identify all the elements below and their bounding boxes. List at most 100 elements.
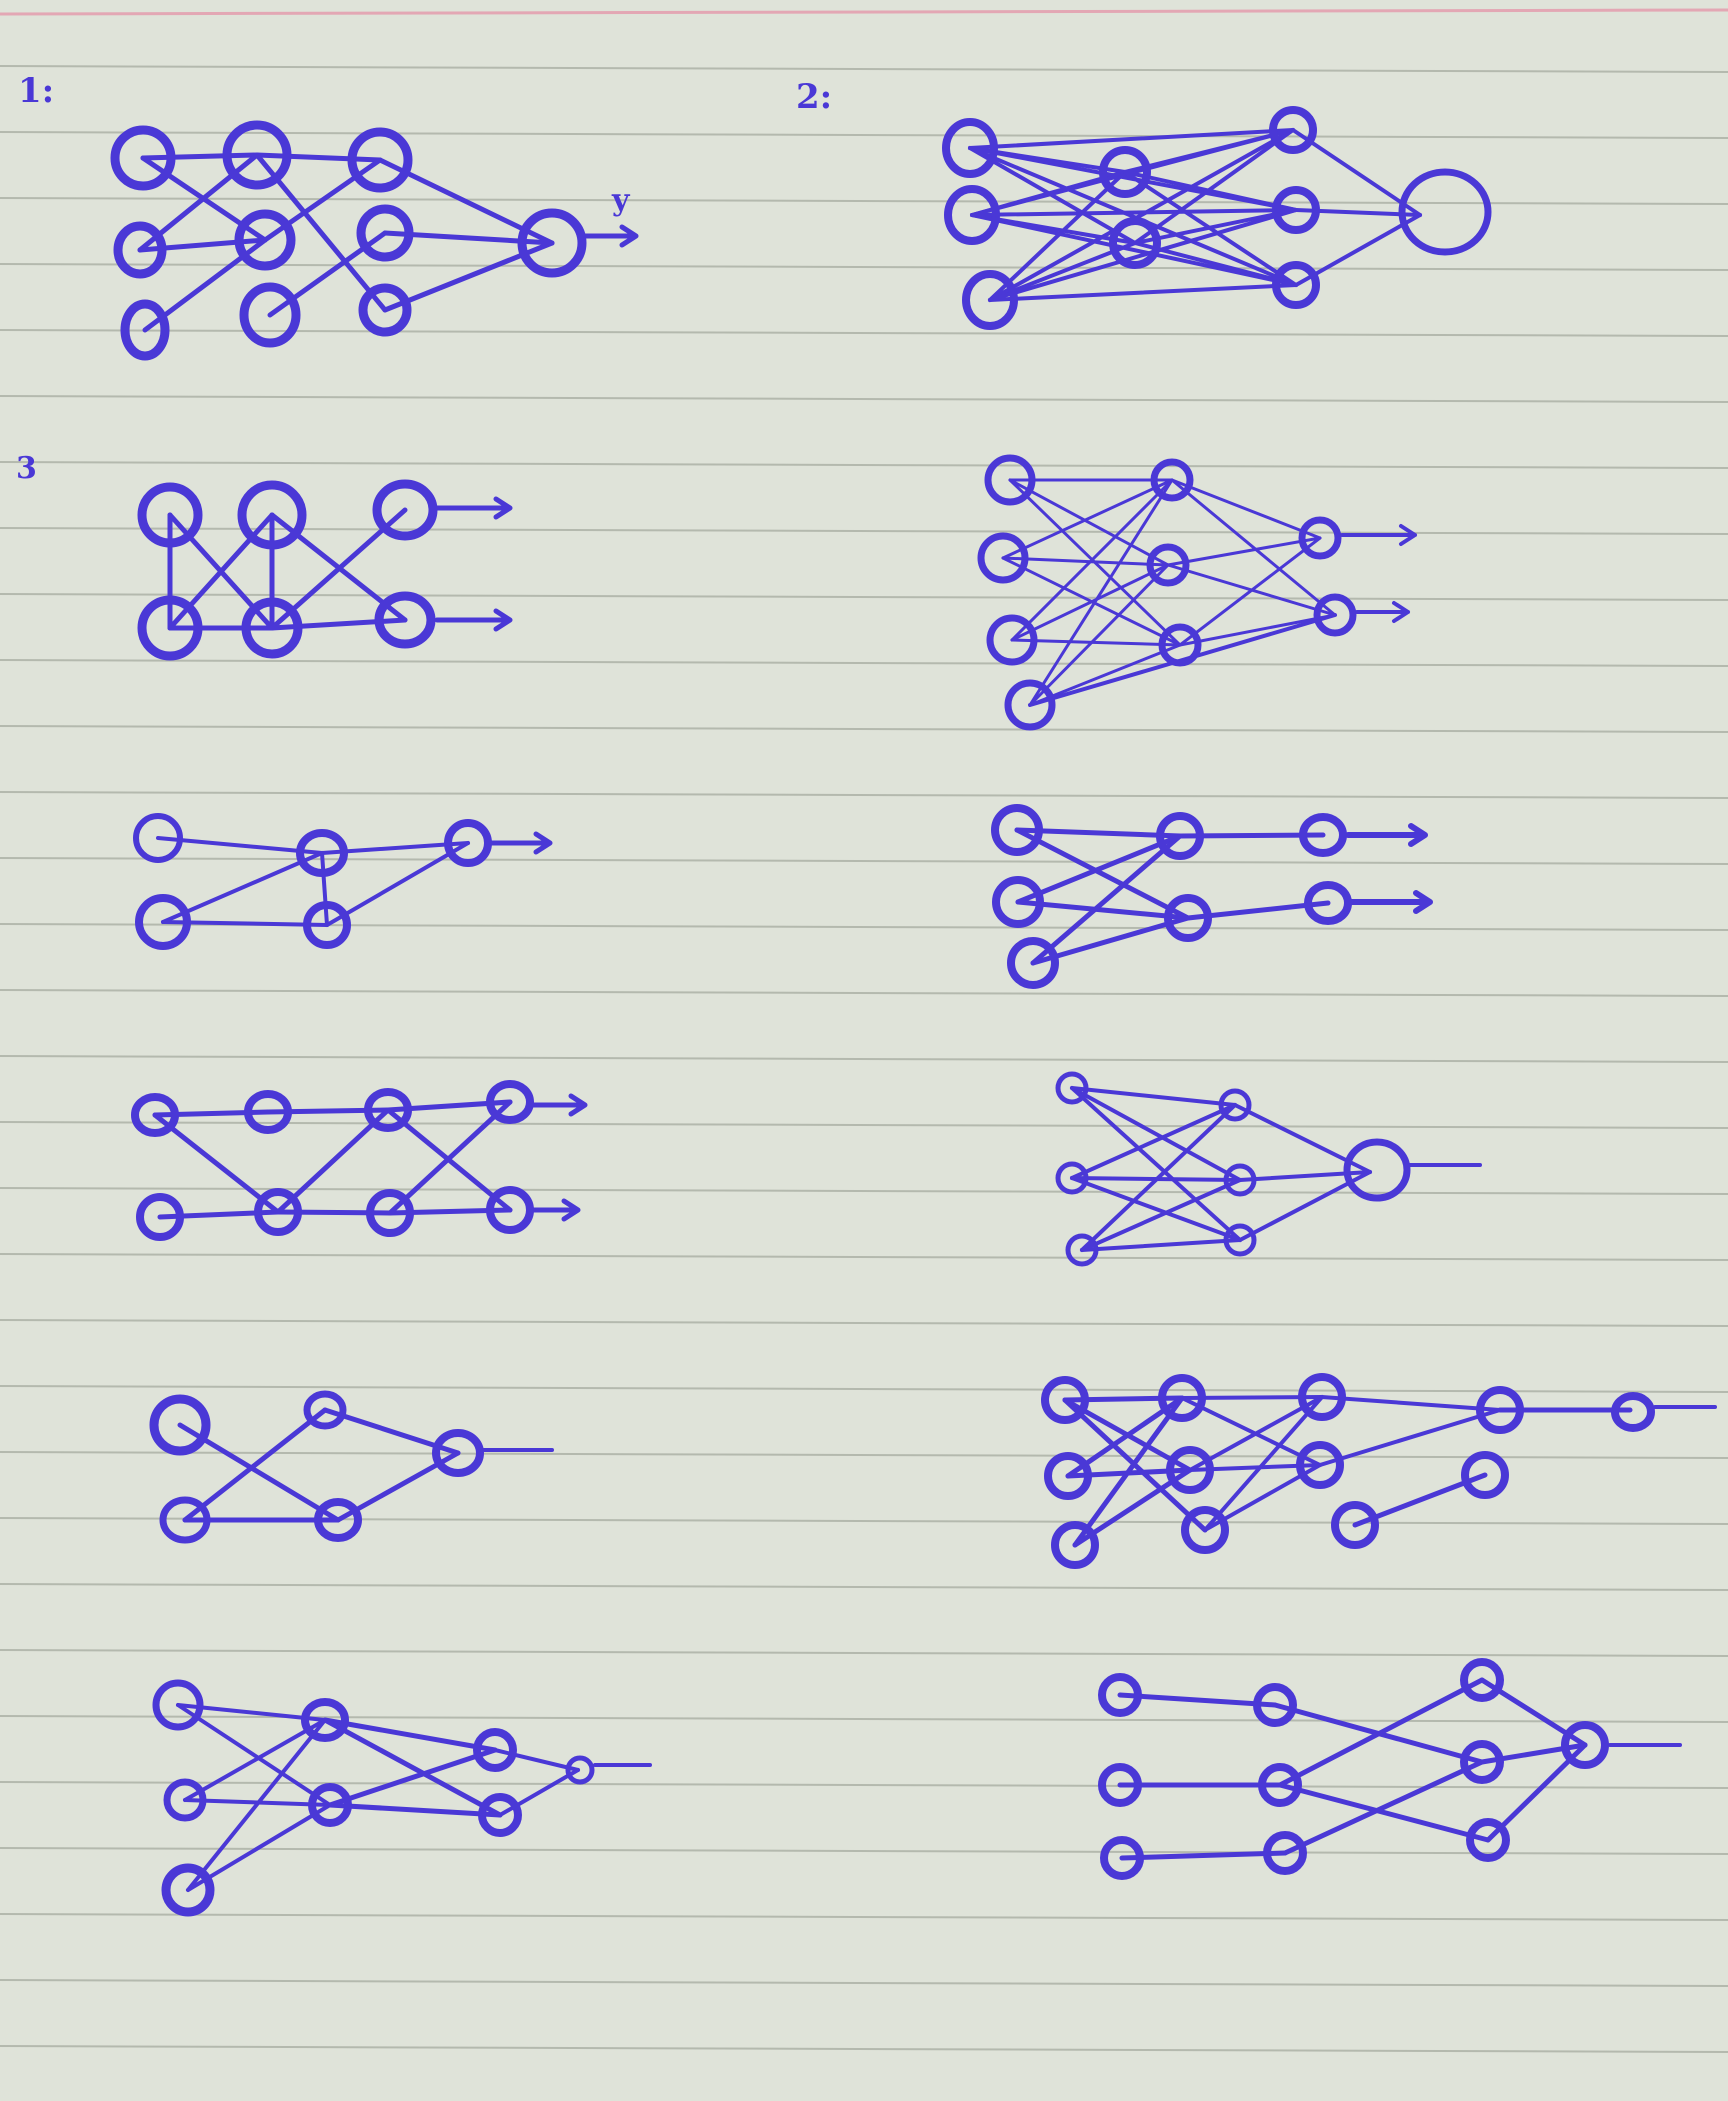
neuron-node (1258, 1763, 1302, 1807)
network-2 (942, 106, 1492, 330)
neuron-node (1460, 1740, 1504, 1784)
neuron-node (1100, 1836, 1144, 1880)
neuron-node (1223, 1163, 1257, 1197)
connection-edge (186, 1803, 332, 1892)
network-4 (977, 454, 1417, 731)
neuron-node (137, 482, 203, 548)
neuron-node (1109, 217, 1161, 269)
connection-edge (177, 1422, 341, 1523)
ruled-line (0, 1913, 1728, 1921)
neuron-node (364, 1088, 412, 1132)
neuron-node (244, 1090, 292, 1134)
network-8 (1055, 1071, 1482, 1267)
output-arrow (527, 1093, 588, 1117)
output-arrow (1355, 601, 1410, 623)
neuron-node (133, 813, 183, 863)
connection-edge (140, 152, 260, 161)
neuron-node (1166, 1446, 1214, 1494)
neuron-node (1181, 1506, 1229, 1554)
neuron-node (303, 901, 351, 949)
neuron-node (1611, 1392, 1655, 1432)
connection-edge (182, 1407, 328, 1523)
output-arrow (434, 496, 513, 520)
ruled-line (0, 263, 1728, 271)
neuron-node (356, 204, 414, 262)
connection-edge (1180, 1396, 1322, 1467)
neuron-node (478, 1793, 522, 1837)
ruled-line (0, 65, 1728, 73)
ruled-line (0, 659, 1728, 667)
connection-edge (322, 1717, 498, 1753)
connection-edge (1070, 1086, 1242, 1242)
connection-edge (327, 1802, 503, 1818)
neuron-node (1253, 1683, 1297, 1727)
ruled-line (0, 395, 1728, 403)
neuron-node (234, 209, 296, 271)
neuron-node (1158, 623, 1202, 667)
neuron-node (1004, 679, 1056, 731)
connection-edge (1320, 1395, 1502, 1412)
output-arrow (582, 224, 639, 248)
neuron-node (152, 1679, 204, 1731)
neuron-node (1296, 1441, 1344, 1489)
connection-edge (1188, 1395, 1324, 1472)
neuron-node (241, 597, 303, 659)
neuron-node (120, 299, 170, 361)
ruled-line (0, 857, 1728, 865)
neuron-node (366, 1189, 414, 1237)
neuron-node (977, 532, 1029, 584)
connection-edge (1133, 208, 1298, 245)
neuron-node (358, 283, 412, 337)
neuron-node (986, 614, 1038, 666)
connection-edge (156, 836, 324, 855)
connection-edge (1170, 478, 1337, 617)
neuron-node (944, 185, 1000, 245)
connection-edge (325, 841, 470, 927)
network-12 (1098, 1658, 1682, 1880)
connection-edge (1028, 643, 1182, 707)
connection-edge (1277, 1782, 1491, 1843)
network-5 (133, 813, 553, 950)
output-arrow (489, 831, 553, 855)
connection-edge (970, 213, 1298, 287)
ruled-line (0, 1253, 1728, 1261)
connection-edge (1282, 1759, 1485, 1856)
neuron-node (1298, 516, 1342, 560)
connection-edge (186, 1718, 327, 1892)
neuron-node (942, 118, 998, 178)
neuron-node (1561, 1721, 1609, 1769)
connection-edge (1014, 827, 1183, 839)
connection-edge (1166, 536, 1322, 567)
neuron-node (161, 1863, 215, 1917)
connection-edge (1203, 1395, 1324, 1532)
neuron-node (1044, 1452, 1092, 1500)
connection-edge (1015, 899, 1191, 921)
connection-edge (1318, 1408, 1502, 1467)
connection-edge (1070, 1103, 1237, 1180)
connection-edge (1277, 1677, 1485, 1788)
ruled-line (0, 1055, 1728, 1063)
neuron-node (1098, 1763, 1142, 1807)
connection-edge (183, 1718, 327, 1802)
connection-edge (1117, 1692, 1278, 1708)
connection-edge (152, 1112, 281, 1215)
connection-edge (1070, 1176, 1242, 1242)
margin-rule (0, 8, 1728, 16)
connection-edge (1008, 478, 1170, 567)
connection-edge (327, 1747, 498, 1808)
neuron-node (296, 829, 348, 877)
neuron-node (1150, 458, 1194, 502)
ruled-line (0, 1187, 1728, 1195)
connection-edge (1080, 1103, 1237, 1252)
connection-edge (1028, 478, 1174, 707)
output-arrow (1347, 890, 1433, 914)
output-arrow (527, 1198, 581, 1222)
neuron-node (1272, 261, 1320, 309)
connection-edge (1123, 128, 1295, 174)
neuron-node (1146, 543, 1190, 587)
neuron-node (1156, 812, 1204, 860)
neuron-node (444, 819, 492, 867)
neuron-node (135, 894, 191, 950)
neuron-node (149, 1394, 211, 1456)
neuron-node (1343, 1138, 1411, 1202)
